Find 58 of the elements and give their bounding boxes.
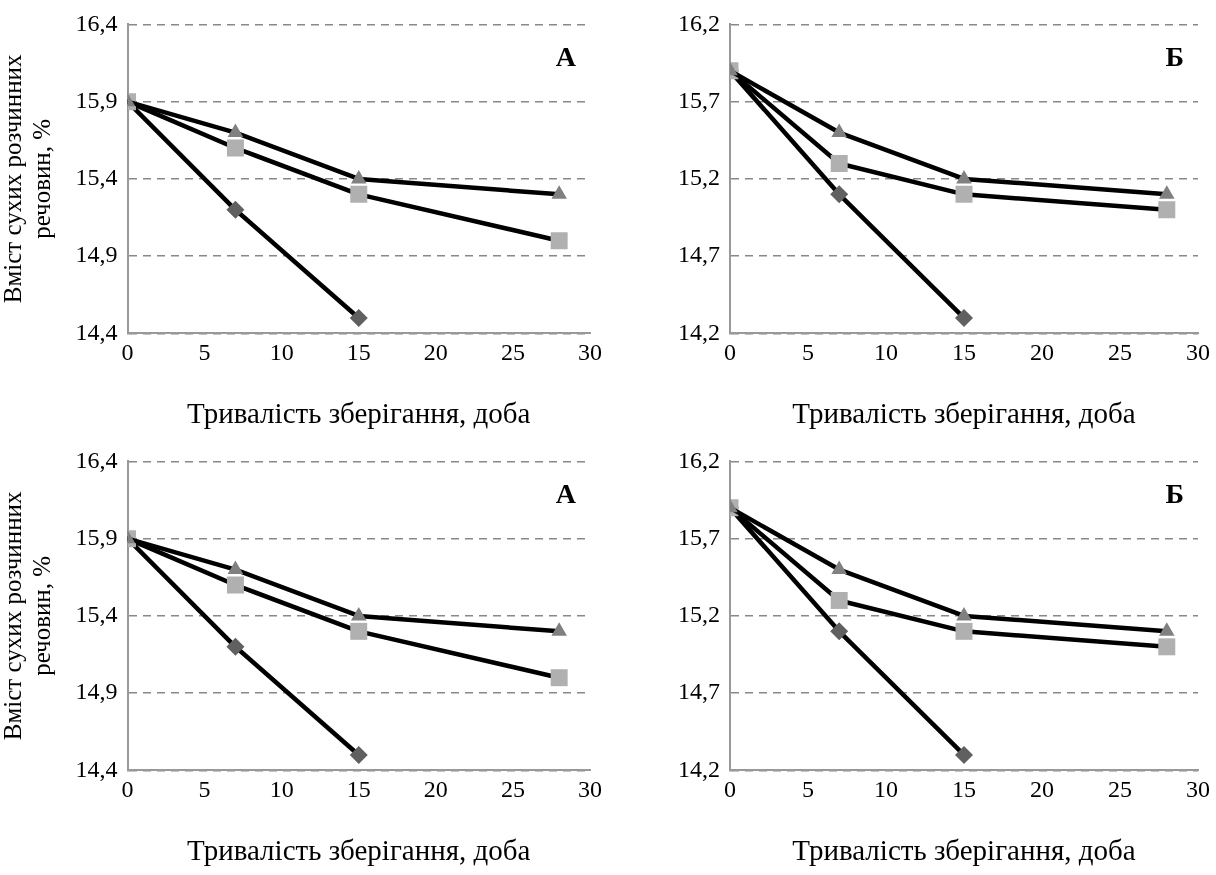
x-axis-title: Тривалість зберігання, доба bbox=[187, 397, 531, 430]
x-tick-label: 25 bbox=[500, 776, 525, 803]
x-tick-label: 25 bbox=[1108, 339, 1132, 366]
x-tick-label: 10 bbox=[874, 339, 898, 366]
y-tick-label: 15,2 bbox=[678, 164, 720, 191]
y-tick-label: 14,7 bbox=[678, 678, 720, 705]
x-tick-label: 25 bbox=[1108, 776, 1132, 803]
x-tick-label: 25 bbox=[500, 339, 525, 366]
y-tick-label: 14,2 bbox=[678, 755, 720, 782]
x-axis-title: Тривалість зберігання, доба bbox=[792, 397, 1136, 430]
y-tick-label: 16,2 bbox=[678, 446, 720, 473]
y-tick-label: 14,4 bbox=[75, 318, 118, 345]
x-tick-label: 15 bbox=[346, 339, 371, 366]
x-tick-label: 30 bbox=[1186, 339, 1210, 366]
y-tick-label: 14,7 bbox=[678, 241, 720, 268]
y-axis-title: Вміст сухих розчинних речовин, % bbox=[0, 491, 55, 741]
x-tick-label: 0 bbox=[724, 339, 736, 366]
annotation: Б bbox=[1165, 40, 1184, 72]
x-tick-label: 15 bbox=[952, 776, 976, 803]
y-tick-label: 14,9 bbox=[75, 241, 118, 268]
x-tick-label: 0 bbox=[121, 776, 134, 803]
y-tick-label: 15,7 bbox=[678, 86, 720, 113]
x-axis-title: Тривалість зберігання, доба bbox=[187, 834, 531, 867]
y-tick-label: 15,4 bbox=[75, 164, 118, 191]
y-tick-label: 14,2 bbox=[678, 318, 720, 345]
annotation: Б bbox=[1165, 477, 1184, 509]
x-tick-label: 20 bbox=[423, 339, 448, 366]
y-tick-label: 15,9 bbox=[75, 86, 118, 113]
y-tick-label: 15,4 bbox=[75, 601, 118, 628]
x-axis-title: Тривалість зберігання, доба bbox=[792, 834, 1136, 867]
x-tick-label: 20 bbox=[1030, 776, 1054, 803]
x-tick-label: 15 bbox=[346, 776, 371, 803]
y-tick-label: 14,9 bbox=[75, 678, 118, 705]
y-tick-label: 14,4 bbox=[75, 755, 118, 782]
x-tick-label: 10 bbox=[874, 776, 898, 803]
annotation: А bbox=[555, 477, 577, 509]
y-tick-label: 16,4 bbox=[75, 9, 118, 36]
y-tick-label: 15,7 bbox=[678, 523, 720, 550]
x-tick-label: 0 bbox=[121, 339, 134, 366]
x-tick-label: 0 bbox=[724, 776, 736, 803]
x-tick-label: 20 bbox=[1030, 339, 1054, 366]
y-axis-title: Вміст сухих розчинних речовин, % bbox=[0, 54, 55, 304]
y-tick-label: 16,4 bbox=[75, 446, 118, 473]
x-tick-label: 15 bbox=[952, 339, 976, 366]
x-tick-label: 30 bbox=[578, 339, 602, 366]
x-tick-label: 5 bbox=[802, 339, 814, 366]
x-tick-label: 30 bbox=[1186, 776, 1210, 803]
x-tick-label: 10 bbox=[269, 776, 294, 803]
y-tick-label: 16,2 bbox=[678, 9, 720, 36]
annotation: А bbox=[555, 40, 577, 72]
x-tick-label: 10 bbox=[269, 339, 294, 366]
y-tick-label: 15,9 bbox=[75, 523, 118, 550]
x-tick-label: 30 bbox=[578, 776, 602, 803]
x-tick-label: 5 bbox=[198, 776, 211, 803]
y-tick-label: 15,2 bbox=[678, 601, 720, 628]
x-tick-label: 5 bbox=[198, 339, 211, 366]
x-tick-label: 5 bbox=[802, 776, 814, 803]
x-tick-label: 20 bbox=[423, 776, 448, 803]
